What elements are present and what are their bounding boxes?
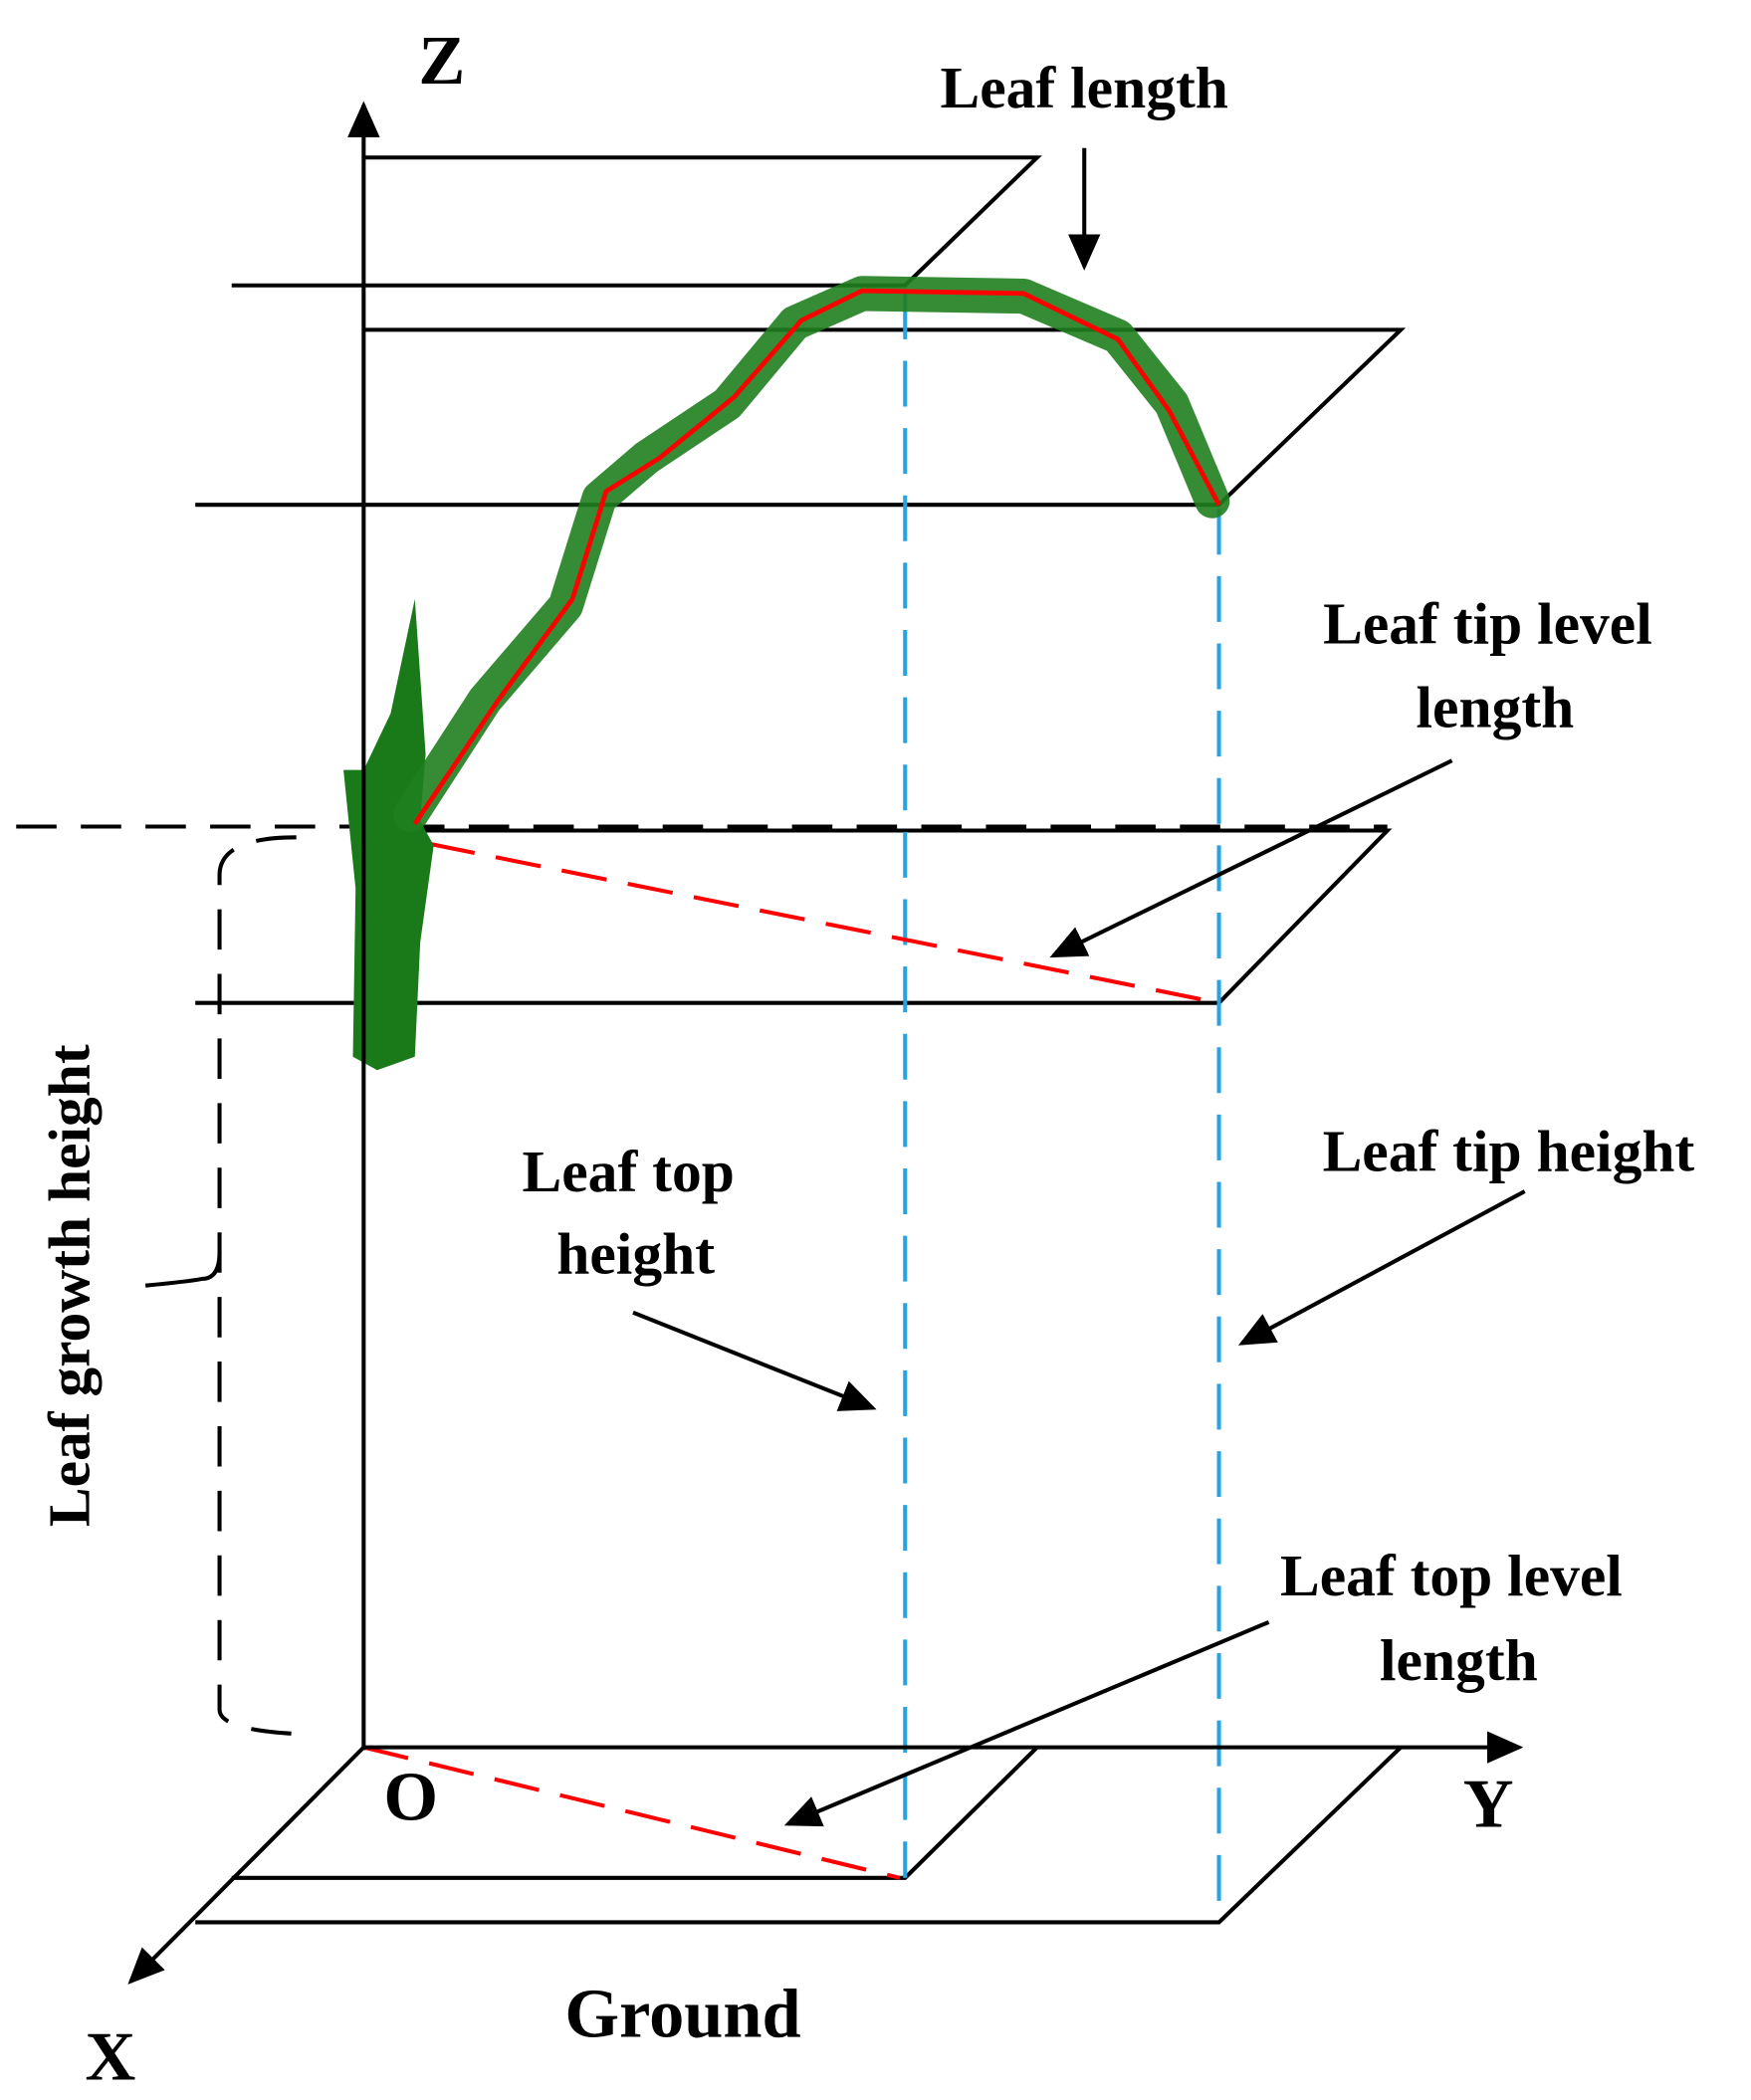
leaf-midrib xyxy=(412,288,1221,826)
label: Leaf length xyxy=(941,55,1228,120)
leaf-stem xyxy=(343,598,434,1071)
label: Leaf growth height xyxy=(36,1044,102,1527)
axis-label: X xyxy=(86,2018,136,2096)
origin-label: O xyxy=(383,1759,438,1836)
growth-bracket xyxy=(217,835,297,1737)
arrow xyxy=(632,1310,877,1411)
label: Leaf tip height xyxy=(1323,1119,1695,1184)
ground-large xyxy=(195,1746,1403,1925)
arrow xyxy=(1237,1189,1526,1346)
x-axis xyxy=(127,1746,365,1985)
axis-label: Y xyxy=(1463,1765,1514,1842)
bracket-tick xyxy=(144,1251,222,1288)
label: Leaf tip level length xyxy=(1323,591,1667,740)
label-line: height xyxy=(556,1221,715,1287)
label-line: Leaf top xyxy=(523,1139,735,1204)
leaf-blade xyxy=(393,276,1230,832)
label-line: Leaf tip level xyxy=(1323,591,1652,657)
label: Leaf top height xyxy=(523,1139,750,1286)
label-line: length xyxy=(1380,1627,1538,1693)
ground-small xyxy=(231,1746,1039,1880)
arrow xyxy=(783,1619,1270,1827)
tip-level-line xyxy=(362,828,1219,1005)
top-level-line xyxy=(362,1745,901,1880)
arrow xyxy=(1049,758,1453,958)
plane-top xyxy=(231,155,1042,288)
label: Leaf top level length xyxy=(1280,1543,1638,1693)
label-line: Leaf top level xyxy=(1280,1543,1623,1608)
plane-tip xyxy=(195,327,1407,508)
plane-base xyxy=(195,828,1393,1005)
axis-label: Z xyxy=(418,22,465,100)
label-line: length xyxy=(1417,674,1575,739)
label: Ground xyxy=(564,1975,800,2052)
